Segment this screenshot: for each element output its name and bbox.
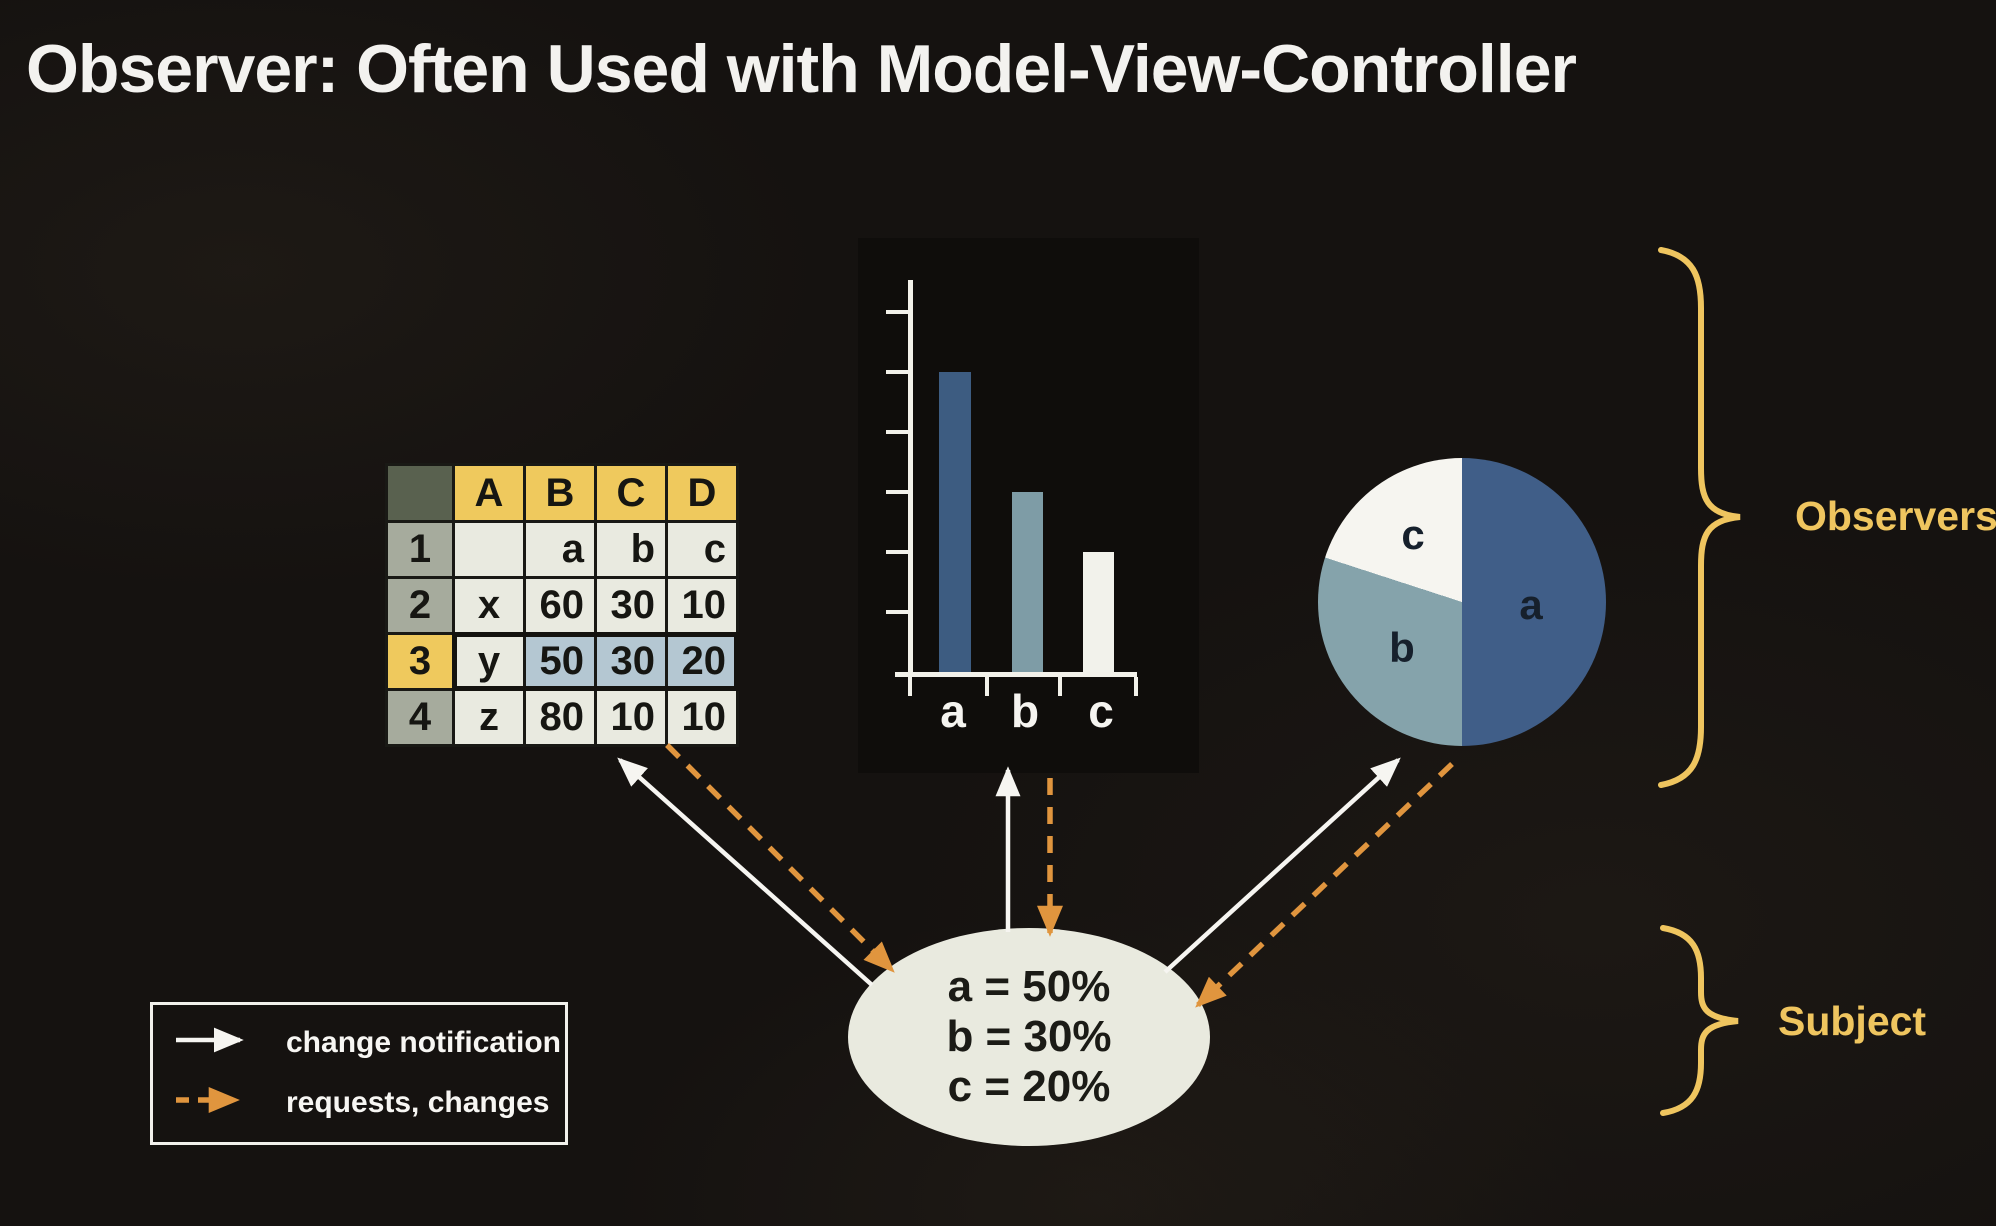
- bar-a: [939, 372, 971, 672]
- sheet-cell-b2: 60: [526, 579, 594, 632]
- sheet-col-header: A: [455, 466, 523, 520]
- sheet-cell-b3-highlighted: 50: [526, 635, 594, 688]
- sheet-col-header: C: [597, 466, 665, 520]
- sheet-row-header: 2: [388, 579, 452, 632]
- arrow-legend: change notification requests, changes: [150, 1002, 568, 1145]
- bar-y-axis: [908, 280, 913, 677]
- y-axis-tick: [886, 610, 910, 614]
- sheet-cell-d4: 10: [668, 691, 736, 744]
- sheet-cell-d3-highlighted: 20: [668, 635, 736, 688]
- bar-label-c: c: [1088, 685, 1114, 737]
- sheet-cell-d2: 10: [668, 579, 736, 632]
- y-axis-tick: [886, 490, 910, 494]
- subject-brace: [1660, 925, 1739, 1116]
- sheet-col-header: B: [526, 466, 594, 520]
- spreadsheet-view: A B C D 1 a b c 2 x 60 30 10 3 y 50 30 2…: [385, 463, 739, 747]
- x-axis-tick: [985, 677, 989, 696]
- subject-label: Subject: [1778, 998, 1927, 1044]
- bar-label-a: a: [940, 685, 966, 737]
- y-axis-tick: [886, 370, 910, 374]
- requests-arrow-from-table: [665, 743, 895, 973]
- sheet-cell-a1: [455, 523, 523, 576]
- change-notification-arrow-to-piechart: [1163, 757, 1401, 974]
- y-axis-tick: [886, 310, 910, 314]
- sheet-cell-c2: 30: [597, 579, 665, 632]
- pie-label-a: a: [1519, 581, 1543, 628]
- sheet-row-header: 1: [388, 523, 452, 576]
- y-axis-tick: [886, 550, 910, 554]
- x-axis-tick: [1134, 677, 1138, 696]
- sheet-cell-b1: a: [526, 523, 594, 576]
- bar-chart-view: a b c: [858, 238, 1199, 773]
- x-axis-tick: [908, 677, 912, 696]
- y-axis-tick: [886, 430, 910, 434]
- x-axis-tick: [1058, 677, 1062, 696]
- subject-value-a: a = 50%: [947, 962, 1111, 1011]
- requests-arrow-from-piechart: [1195, 762, 1454, 1008]
- sheet-cell-c3-highlighted: 30: [597, 635, 665, 688]
- observers-brace: [1658, 247, 1741, 788]
- sheet-cell-d1: c: [668, 523, 736, 576]
- subject-model-ellipse: a = 50% b = 30% c = 20%: [848, 928, 1210, 1146]
- sheet-cell-a2: x: [455, 579, 523, 632]
- observers-label: Observers: [1795, 493, 1996, 539]
- sheet-col-header: D: [668, 466, 736, 520]
- sheet-corner-cell: [388, 466, 452, 520]
- bar-b: [1012, 492, 1043, 672]
- change-notification-arrow-to-table: [617, 757, 874, 987]
- subject-value-b: b = 30%: [946, 1012, 1112, 1061]
- slide-title: Observer: Often Used with Model-View-Con…: [26, 31, 1577, 107]
- sheet-cell-b4: 80: [526, 691, 594, 744]
- sheet-cell-a4: z: [455, 691, 523, 744]
- subject-value-c: c = 20%: [947, 1062, 1111, 1111]
- legend-change-notification-label: change notification: [286, 1026, 562, 1059]
- sheet-cell-c4: 10: [597, 691, 665, 744]
- sheet-row-header-selected: 3: [388, 635, 452, 688]
- bar-label-b: b: [1010, 685, 1040, 737]
- bar-c: [1083, 552, 1114, 672]
- pie-label-c: c: [1401, 511, 1425, 558]
- sheet-row-header: 4: [388, 691, 452, 744]
- bar-x-axis: [895, 672, 1137, 677]
- pie-chart: a b c: [1318, 458, 1606, 746]
- pie-label-b: b: [1389, 624, 1415, 671]
- sheet-cell-c1: b: [597, 523, 665, 576]
- legend-requests-changes-label: requests, changes: [286, 1086, 550, 1119]
- sheet-cell-a3: y: [455, 635, 523, 688]
